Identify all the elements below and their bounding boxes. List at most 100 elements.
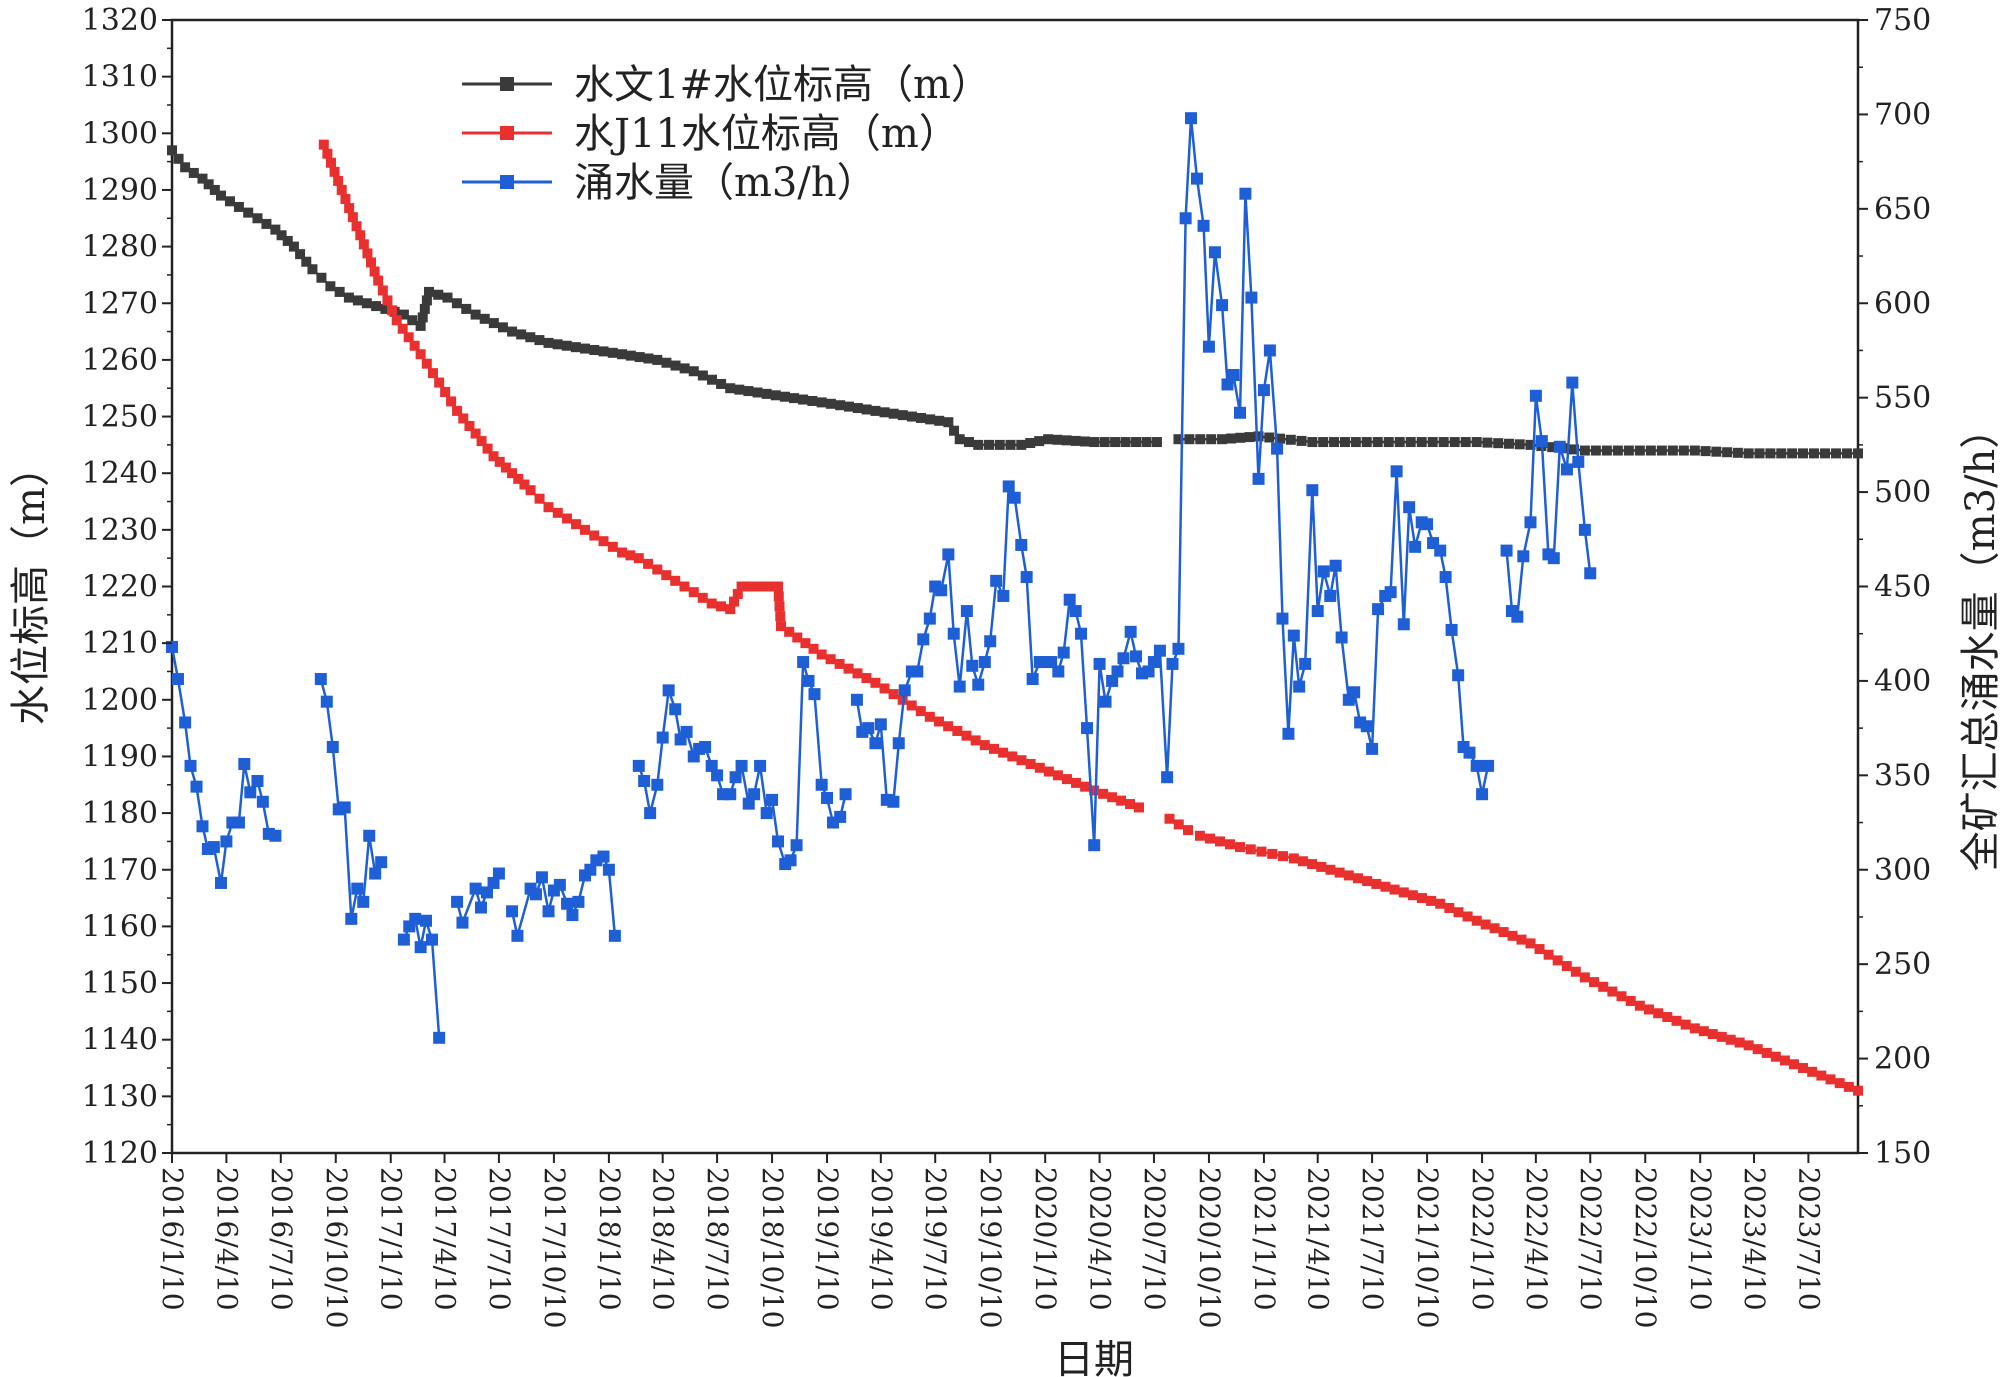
left-y-tick-label: 1160 [82,909,158,944]
x-tick-label: 2017/4/10 [429,1167,462,1311]
series-1-point [1435,898,1446,909]
series-0-point [925,414,936,425]
series-1-point [1525,938,1536,949]
series-1-point [1225,839,1236,850]
series-1-point [1426,895,1437,906]
series-0-point [954,434,965,445]
series-1-point [589,530,600,541]
series-0-point [661,357,672,368]
series-0-point [1070,435,1081,446]
series-2-point [850,693,863,706]
series-1-point [1352,873,1363,884]
series-0-point [1820,448,1831,459]
series-2-point [898,684,911,697]
left-y-tick-label: 1200 [82,683,158,718]
series-0-point [1275,433,1286,444]
series-0-point [598,346,609,357]
series-2-point [680,725,693,738]
series-1-point [1779,1055,1790,1066]
series-1-point [351,221,362,232]
series-1-point [470,428,481,439]
series-1-point [1134,802,1145,813]
series-0-point [461,303,472,314]
series-0-point [706,374,717,385]
series-2 [166,112,1597,1044]
series-2-point [651,778,664,791]
x-tick-label: 2016/10/10 [320,1167,353,1328]
series-0-point [1079,436,1090,447]
series-1-point [336,184,347,195]
series-1 [318,139,1863,1096]
series-0-point [407,315,418,326]
series-1-point [736,581,747,592]
series-2-point [953,680,966,693]
series-0-point [973,439,984,450]
series-2-point [244,786,257,799]
series-1-point [661,570,672,581]
series-2-point [320,695,333,708]
series-0-point [625,350,636,361]
series-1-point [1245,844,1256,855]
x-tick-label: 2021/10/10 [1411,1167,1444,1328]
legend-item-shuiwen1: 水文1#水位标高（m） [462,62,991,108]
series-0-point [617,349,628,360]
series-1-point [773,591,784,602]
x-tick-label: 2016/4/10 [210,1167,243,1311]
x-tick-label: 2018/1/10 [593,1167,626,1311]
series-0-point [725,383,736,394]
series-0-point [261,218,272,229]
series-0-point [888,408,899,419]
series-0-point [643,353,654,364]
series-1-point [333,175,344,186]
right-y-tick-label: 700 [1874,97,1931,132]
left-y-tick-label: 1120 [82,1136,158,1171]
series-1-point [943,721,954,732]
series-0-point [417,312,428,323]
series-1-point [452,405,463,416]
series-1-point [1316,861,1327,872]
series-1-point [1407,890,1418,901]
series-2-point [597,850,610,863]
series-1-point [870,677,881,688]
series-0-point [579,343,590,354]
series-0-point [843,401,854,412]
series-2-point [1190,172,1203,185]
series-2-point [760,807,773,820]
series-0-point [897,410,908,421]
series-0-point [1285,434,1296,445]
series-0-point [451,298,462,309]
series-2-point [1099,695,1112,708]
series-2-point [869,737,882,750]
x-tick-label: 2020/7/10 [1138,1167,1171,1311]
legend-item-j11: 水J11水位标高（m） [462,111,959,157]
series-1-point [1625,995,1636,1006]
series-1-point [1016,755,1027,766]
series-2-point [960,605,973,618]
series-0-point [1449,437,1460,448]
series-2-point [553,878,566,891]
series-0-point [652,354,663,365]
series-0-point [534,335,545,346]
series-0-point [1842,448,1853,459]
series-1-point [706,598,717,609]
series-2-point [566,909,579,922]
series-2-point [1524,516,1537,529]
series-1-point [775,611,786,622]
x-tick-label: 2016/7/10 [265,1167,298,1311]
series-0-point [1350,437,1361,448]
series-2-point [748,788,761,801]
series-1-point [861,673,872,684]
series-2-point [511,929,524,942]
series-2-point [338,801,351,814]
series-0-point [743,386,754,397]
series-1-point [488,451,499,462]
series-0-point [1206,434,1217,445]
series-2-point [1397,618,1410,631]
series-0-point [1131,437,1142,448]
series-0-point [697,370,708,381]
series-2-point [238,758,251,771]
series-2-point [1045,656,1058,669]
series-1-point [415,349,426,360]
left-y-tick-label: 1190 [82,739,158,774]
series-0-point [1184,434,1195,445]
